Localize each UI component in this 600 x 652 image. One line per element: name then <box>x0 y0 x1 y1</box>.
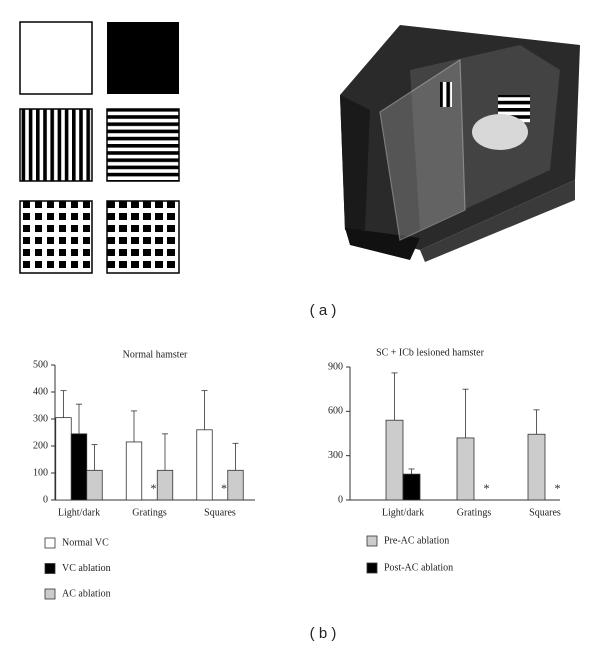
stimulus-squares-b <box>106 200 180 274</box>
value-label: * <box>555 481 561 495</box>
y-tick-label: 600 <box>328 406 343 417</box>
legend-label: Normal VC <box>62 537 109 548</box>
chart-title: Normal hamster <box>123 349 188 360</box>
stimulus-white <box>19 21 93 95</box>
legend-label: Pre-AC ablation <box>384 535 449 546</box>
legend-swatch <box>366 562 378 574</box>
panel-label: ( a ) <box>310 302 337 319</box>
value-label: * <box>221 481 227 495</box>
stimulus-black <box>107 22 179 94</box>
legend-swatch <box>366 535 378 547</box>
legend-swatch <box>44 537 56 549</box>
x-tick-label: Light/dark <box>58 507 100 518</box>
bar <box>70 433 88 501</box>
bar <box>456 437 475 501</box>
stimulus-vertical <box>19 108 93 182</box>
legend-label: VC ablation <box>62 563 111 574</box>
stimuli <box>19 21 180 274</box>
y-tick-label: 300 <box>328 450 343 461</box>
bar <box>385 419 404 501</box>
x-tick-label: Squares <box>204 507 236 518</box>
bar <box>86 469 103 501</box>
legend-swatch <box>44 588 56 600</box>
bar <box>156 469 174 501</box>
panel-label: ( b ) <box>310 625 337 642</box>
legend-swatch <box>44 563 56 574</box>
stimulus-horizontal <box>106 108 180 182</box>
y-tick-label: 400 <box>33 386 48 397</box>
bar <box>527 433 546 501</box>
bar <box>196 429 213 501</box>
y-tick-label: 0 <box>43 494 48 505</box>
legend-label: Post-AC ablation <box>384 562 453 573</box>
bar <box>125 441 143 501</box>
chart-title: SC + ICb lesioned hamster <box>376 347 485 358</box>
x-tick-label: Squares <box>529 507 561 518</box>
value-label: * <box>151 481 157 495</box>
x-tick-label: Gratings <box>457 507 492 518</box>
y-tick-label: 500 <box>33 359 48 370</box>
bar <box>55 417 72 501</box>
y-tick-label: 100 <box>33 467 48 478</box>
bar <box>227 469 244 501</box>
y-tick-label: 300 <box>33 413 48 424</box>
y-tick-label: 0 <box>338 494 343 505</box>
bar <box>402 473 421 501</box>
x-tick-label: Gratings <box>132 507 167 518</box>
stimulus-squares-a <box>19 200 93 274</box>
apparatus-photo <box>340 25 580 262</box>
x-tick-label: Light/dark <box>382 507 424 518</box>
y-tick-label: 200 <box>33 440 48 451</box>
y-tick-label: 900 <box>328 361 343 372</box>
value-label: * <box>484 481 490 495</box>
legend-label: AC ablation <box>62 588 111 599</box>
